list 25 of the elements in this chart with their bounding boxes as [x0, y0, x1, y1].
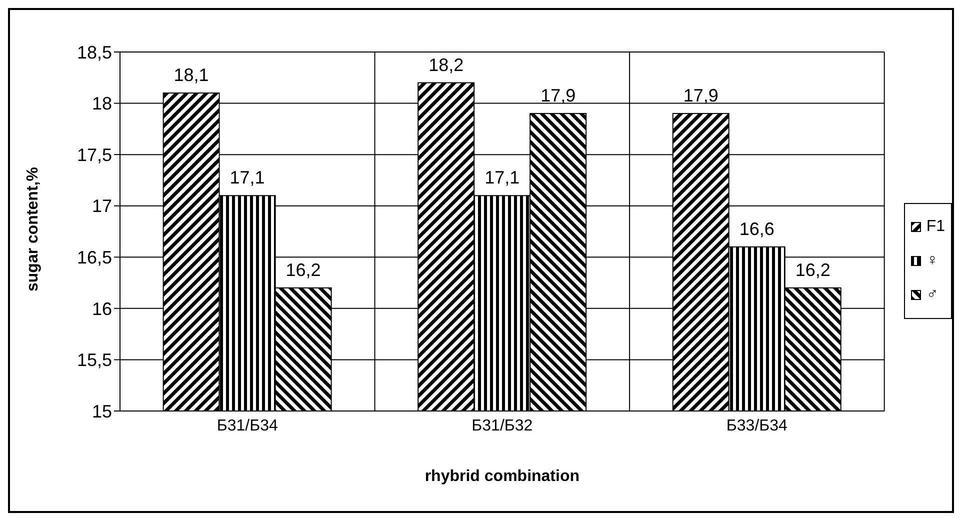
y-tick-label: 17,5 — [76, 144, 112, 165]
x-axis-title: rhybrid combination — [424, 468, 580, 485]
x-tick-label: Б33/Б34 — [726, 417, 788, 434]
data-label: 16,2 — [795, 260, 830, 280]
y-tick-label: 16 — [92, 298, 112, 319]
y-axis-title: sugar content,% — [24, 167, 42, 292]
data-label: 17,1 — [484, 168, 520, 188]
data-label: 18,2 — [428, 54, 464, 75]
y-tick-label: 15 — [92, 401, 112, 422]
data-label: 16,2 — [286, 260, 321, 280]
legend-label: ♂ — [926, 286, 938, 304]
x-tick-label: Б31/Б34 — [216, 417, 278, 434]
x-tick-label: Б31/Б32 — [472, 417, 533, 434]
legend-label: F1 — [926, 218, 945, 236]
data-label: 17,9 — [540, 86, 576, 106]
y-tick-label: 17 — [92, 196, 112, 216]
y-tick-label: 16,5 — [76, 248, 112, 268]
data-label: 17,1 — [230, 168, 265, 188]
data-label: 17,9 — [683, 86, 718, 106]
legend-label: ♀ — [926, 252, 938, 270]
y-tick-label: 15,5 — [76, 350, 112, 370]
data-label: 16,6 — [739, 218, 774, 239]
y-tick-label: 18 — [92, 94, 112, 114]
y-tick-label: 18,5 — [76, 42, 112, 62]
data-label: 18,1 — [174, 65, 209, 86]
